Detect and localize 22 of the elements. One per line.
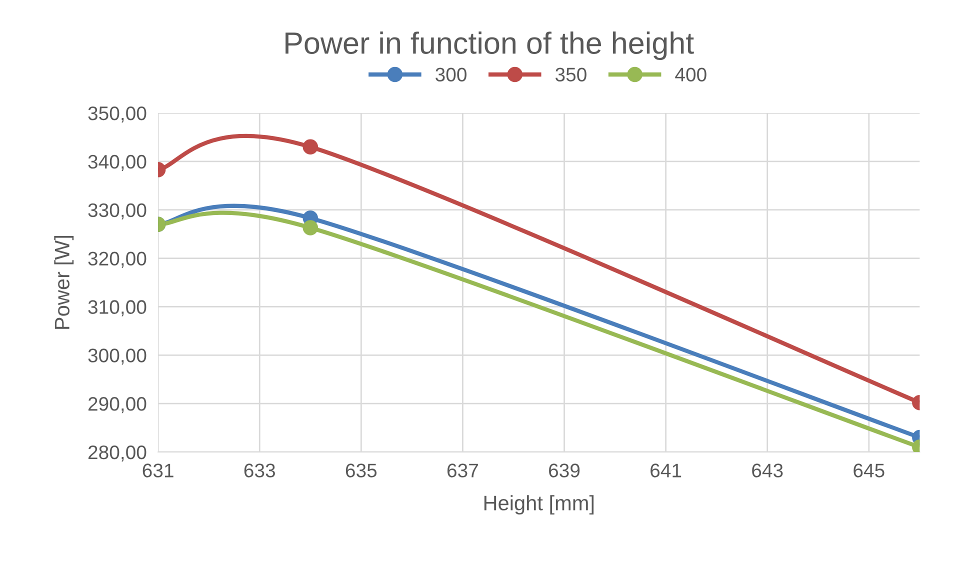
- y-tick-label: 350,00: [88, 106, 146, 123]
- x-tick-label: 643: [752, 464, 783, 478]
- y-tick-label: 320,00: [88, 252, 146, 268]
- x-axis-title: Height [mm]: [484, 495, 594, 515]
- x-tick-label: 639: [549, 464, 580, 478]
- x-tick-label: 645: [854, 464, 884, 478]
- legend-label: 300: [436, 68, 466, 82]
- legend-label: 350: [555, 68, 586, 82]
- y-axis-title: Power [W]: [54, 236, 74, 329]
- y-tick-label: 310,00: [88, 300, 146, 316]
- x-tick-label: 633: [244, 464, 275, 478]
- x-tick-label: 631: [142, 464, 174, 478]
- y-tick-label: 300,00: [88, 348, 146, 365]
- x-tick-label: 637: [447, 464, 478, 478]
- x-tick-label: 641: [650, 464, 682, 478]
- y-tick-label: 290,00: [88, 397, 146, 414]
- legend-label: 400: [675, 68, 706, 82]
- y-tick-label: 330,00: [88, 203, 146, 220]
- x-tick-label: 635: [346, 464, 377, 478]
- y-tick-label: 340,00: [88, 154, 146, 171]
- chart-title: Power in function of the height: [286, 32, 694, 60]
- y-tick-label: 280,00: [88, 445, 146, 462]
